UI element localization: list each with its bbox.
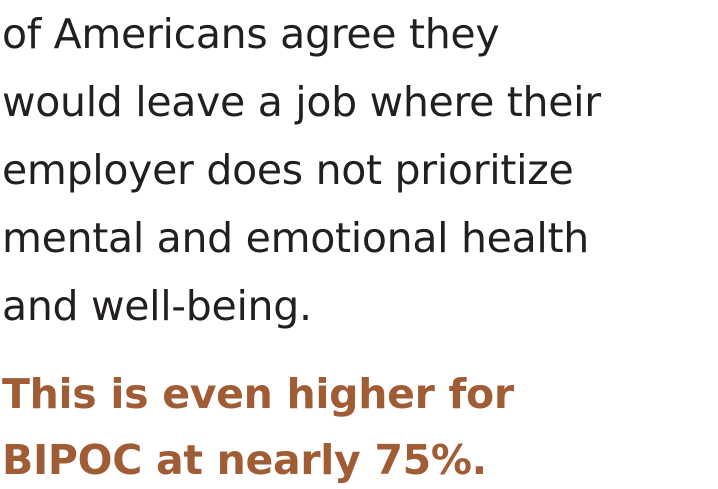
bipoc-highlight: This is even higher for BIPOC at nearly … bbox=[2, 361, 716, 489]
statement-line: employer does not prioritize bbox=[2, 146, 574, 194]
highlight-line: This is even higher for bbox=[2, 370, 514, 418]
statement-line: would leave a job where their bbox=[2, 78, 601, 126]
statement-paragraph: of Americans agree they would leave a jo… bbox=[2, 0, 716, 340]
statement-line: mental and emotional health bbox=[2, 214, 589, 262]
statement-line: of Americans agree they bbox=[2, 10, 500, 58]
highlight-line: BIPOC at nearly 75%. bbox=[2, 436, 487, 484]
statement-line: and well-being. bbox=[2, 282, 312, 330]
